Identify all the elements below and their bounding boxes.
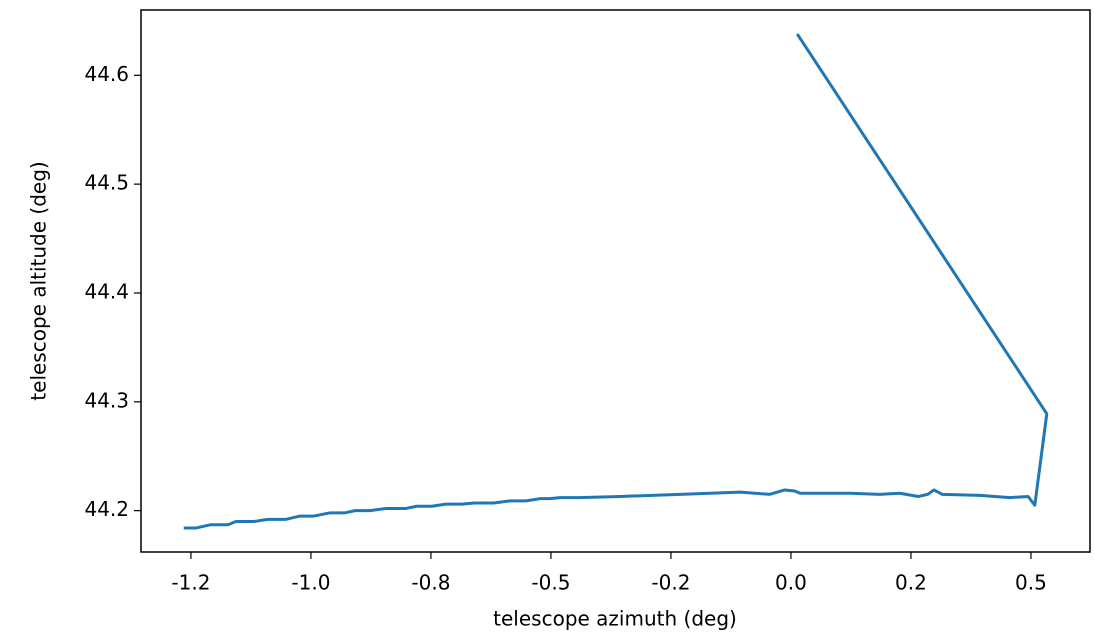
x-tick-label: 0.0	[775, 571, 807, 595]
y-axis-label: telescope altitude (deg)	[27, 161, 51, 400]
x-tick-label: 0.2	[895, 571, 927, 595]
y-tick-label: 44.5	[84, 171, 129, 195]
x-axis-label: telescope azimuth (deg)	[493, 607, 737, 631]
x-tick-label: -0.2	[651, 571, 690, 595]
x-tick-label: -1.0	[291, 571, 330, 595]
y-tick-label: 44.6	[84, 62, 129, 86]
plot-frame	[140, 9, 1091, 553]
x-tick-label: -0.8	[411, 571, 450, 595]
x-tick-label: 0.5	[1015, 571, 1047, 595]
y-tick-label: 44.3	[84, 388, 129, 412]
y-tick-label: 44.4	[84, 279, 129, 303]
data-line	[183, 33, 1049, 530]
x-tick-label: -0.5	[531, 571, 570, 595]
x-tick-label: -1.2	[171, 571, 210, 595]
y-tick-label: 44.2	[84, 497, 129, 521]
